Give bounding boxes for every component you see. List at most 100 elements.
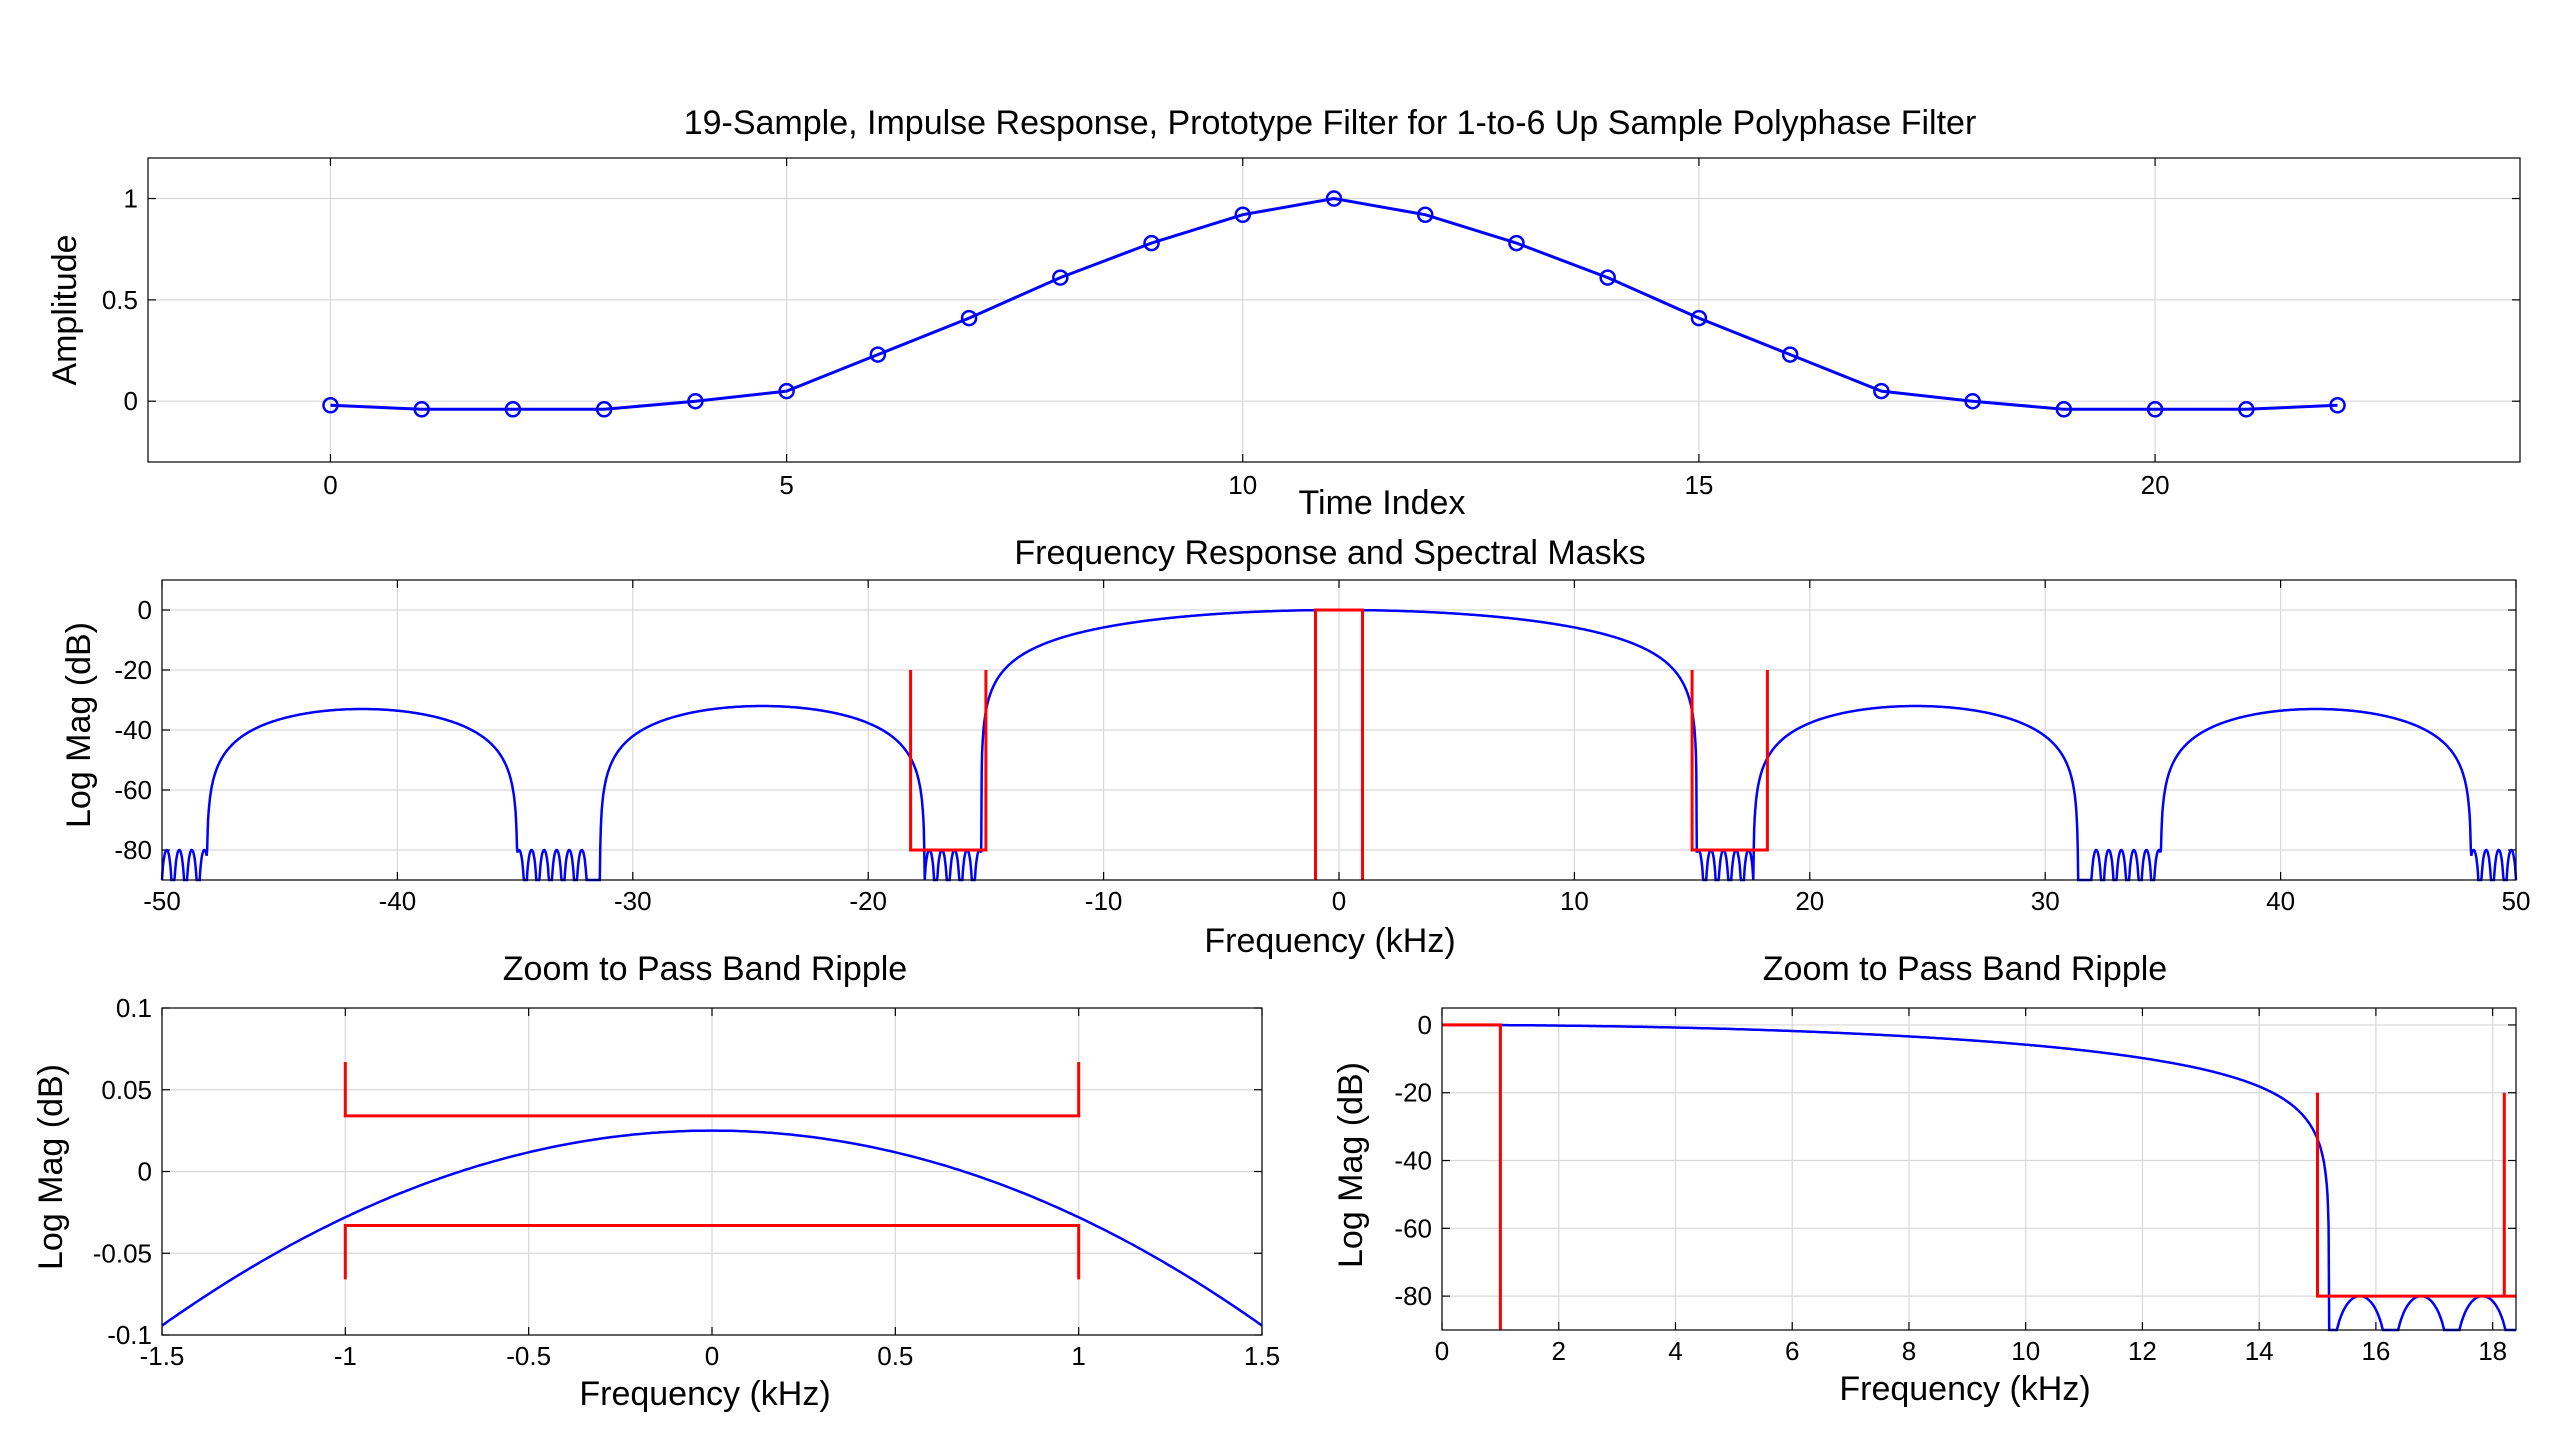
y-tick-label: 0: [138, 1157, 152, 1187]
y-tick-label: -40: [1394, 1146, 1432, 1176]
impulse-response-point: [1599, 269, 1616, 286]
x-tick-label: 0: [705, 1341, 719, 1371]
gridlines: [161, 1007, 1263, 1336]
impulse-response-point: [1873, 382, 1890, 400]
data-layer: [322, 190, 2346, 418]
transition-zoom-ylabel: Log Mag (dB): [1332, 1062, 1370, 1268]
transition-response-curve: [1442, 1023, 2516, 1332]
x-tick-label: -0.5: [506, 1341, 551, 1371]
x-tick-label: -10: [1085, 886, 1123, 916]
x-tick-label: 6: [1785, 1336, 1799, 1366]
x-tick-label: 0: [1435, 1336, 1449, 1366]
y-tick-label: 0.05: [101, 1075, 152, 1105]
y-tick-label: -80: [1394, 1281, 1432, 1311]
impulse-response-xlabel: Time Index: [1299, 484, 1466, 522]
spectral-mask: [1314, 608, 1364, 880]
x-tick-label: -50: [143, 886, 181, 916]
spectral-mask: [909, 670, 988, 852]
ticks: -1.5 -1 -0.5 0 0.5 1 1.5 0.1 0.05 0 -0.05 -0.1: [93, 993, 1280, 1371]
impulse-response-point: [960, 309, 978, 327]
impulse-response-ylabel: Amplitude: [46, 234, 84, 385]
impulse-response-point: [322, 397, 339, 414]
y-tick-label: -60: [1394, 1213, 1432, 1243]
x-tick-label: 30: [2031, 886, 2060, 916]
y-tick-label: 0.5: [102, 285, 138, 315]
y-tick-label: 0: [138, 595, 152, 625]
impulse-response-point: [1234, 206, 1252, 223]
x-tick-label: 1.5: [1244, 1341, 1280, 1371]
axes-frame: [1441, 1007, 2517, 1331]
passband-response-curve: [161, 1129, 1263, 1327]
passband-zoom-ylabel: Log Mag (dB): [32, 1064, 70, 1270]
impulse-response-point: [504, 401, 522, 418]
x-tick-label: 2: [1552, 1336, 1566, 1366]
frequency-response-xlabel: Frequency (kHz): [1204, 922, 1455, 960]
gridlines: [161, 580, 2517, 880]
y-tick-label: -20: [114, 655, 152, 685]
y-tick-label: -80: [114, 835, 152, 865]
passband-zoom-title: Zoom to Pass Band Ripple: [503, 950, 907, 988]
x-tick-label: 0.5: [877, 1341, 913, 1371]
x-tick-label: 50: [2502, 886, 2531, 916]
impulse-response-point: [2146, 401, 2164, 418]
y-tick-label: -40: [114, 715, 152, 745]
x-tick-label: 20: [1795, 886, 1824, 916]
x-tick-label: 12: [2128, 1336, 2157, 1366]
impulse-response-point: [1143, 234, 1160, 252]
x-tick-label: 18: [2478, 1336, 2507, 1366]
transition-zoom-plot: Zoom to Pass Band Ripple Frequency (kHz)…: [1332, 950, 2517, 1408]
y-tick-label: 0: [1418, 1010, 1432, 1040]
ticks: -50 -40 -30 -20 -10 0 10 20 30 40 50 0 -20 -40 -60 -80: [114, 580, 2530, 916]
axes-frame: [161, 579, 2517, 881]
transition-zoom-xlabel: Frequency (kHz): [1839, 1370, 2090, 1408]
y-tick-label: 1: [124, 184, 138, 214]
x-tick-label: 8: [1902, 1336, 1916, 1366]
impulse-response-point: [595, 401, 613, 418]
impulse-response-point: [1508, 234, 1525, 252]
passband-zoom-plot: Zoom to Pass Band Ripple Frequency (kHz)…: [32, 950, 1280, 1413]
y-tick-label: -60: [114, 775, 152, 805]
spectral-mask: [1690, 670, 1769, 852]
impulse-response-plot: 19-Sample, Impulse Response, Prototype F…: [46, 104, 2521, 522]
axes-frame: [161, 1007, 1263, 1336]
ticks: 0 5 10 15 20 0 0.5 1: [102, 158, 2520, 500]
x-tick-label: 40: [2266, 886, 2295, 916]
x-tick-label: -30: [614, 886, 652, 916]
impulse-response-point: [1781, 346, 1799, 363]
ticks: 0 2 4 6 8 10 12 14 16 18 0 -20 -40 -60 -80: [1394, 1008, 2516, 1366]
x-tick-label: 15: [1684, 470, 1713, 500]
y-tick-label: 0: [124, 386, 138, 416]
data-layer: [160, 608, 2518, 882]
axes-frame: [147, 157, 2521, 463]
gridlines: [148, 158, 2520, 462]
passband-mask: [343, 1062, 1081, 1118]
x-tick-label: 14: [2245, 1336, 2274, 1366]
impulse-response-point: [1325, 190, 1343, 207]
impulse-response-point: [2238, 401, 2255, 418]
impulse-response-point: [778, 382, 795, 400]
x-tick-label: 10: [2011, 1336, 2040, 1366]
x-tick-label: 0: [1332, 886, 1346, 916]
impulse-response-point: [2329, 397, 2346, 414]
data-layer: [161, 1062, 1263, 1327]
x-tick-label: -1.5: [140, 1341, 185, 1371]
y-tick-label: -0.05: [93, 1238, 152, 1268]
transition-mask: [2316, 1092, 2516, 1298]
impulse-response-point: [2055, 401, 2073, 418]
impulse-response-line: [330, 196, 2338, 411]
y-tick-label: -0.1: [107, 1320, 152, 1350]
x-tick-label: -1: [334, 1341, 357, 1371]
frequency-response-ylabel: Log Mag (dB): [60, 622, 98, 828]
impulse-response-point: [1052, 269, 1069, 286]
x-tick-label: 5: [779, 470, 793, 500]
impulse-response-point: [1690, 309, 1708, 327]
x-tick-label: 4: [1668, 1336, 1682, 1366]
gridlines: [1441, 1008, 2516, 1330]
impulse-response-point: [413, 401, 430, 418]
passband-zoom-xlabel: Frequency (kHz): [579, 1375, 830, 1413]
y-tick-label: 0.1: [116, 993, 152, 1023]
y-tick-label: -20: [1394, 1078, 1432, 1108]
x-tick-label: 1: [1071, 1341, 1085, 1371]
data-layer: [1442, 1023, 2516, 1332]
